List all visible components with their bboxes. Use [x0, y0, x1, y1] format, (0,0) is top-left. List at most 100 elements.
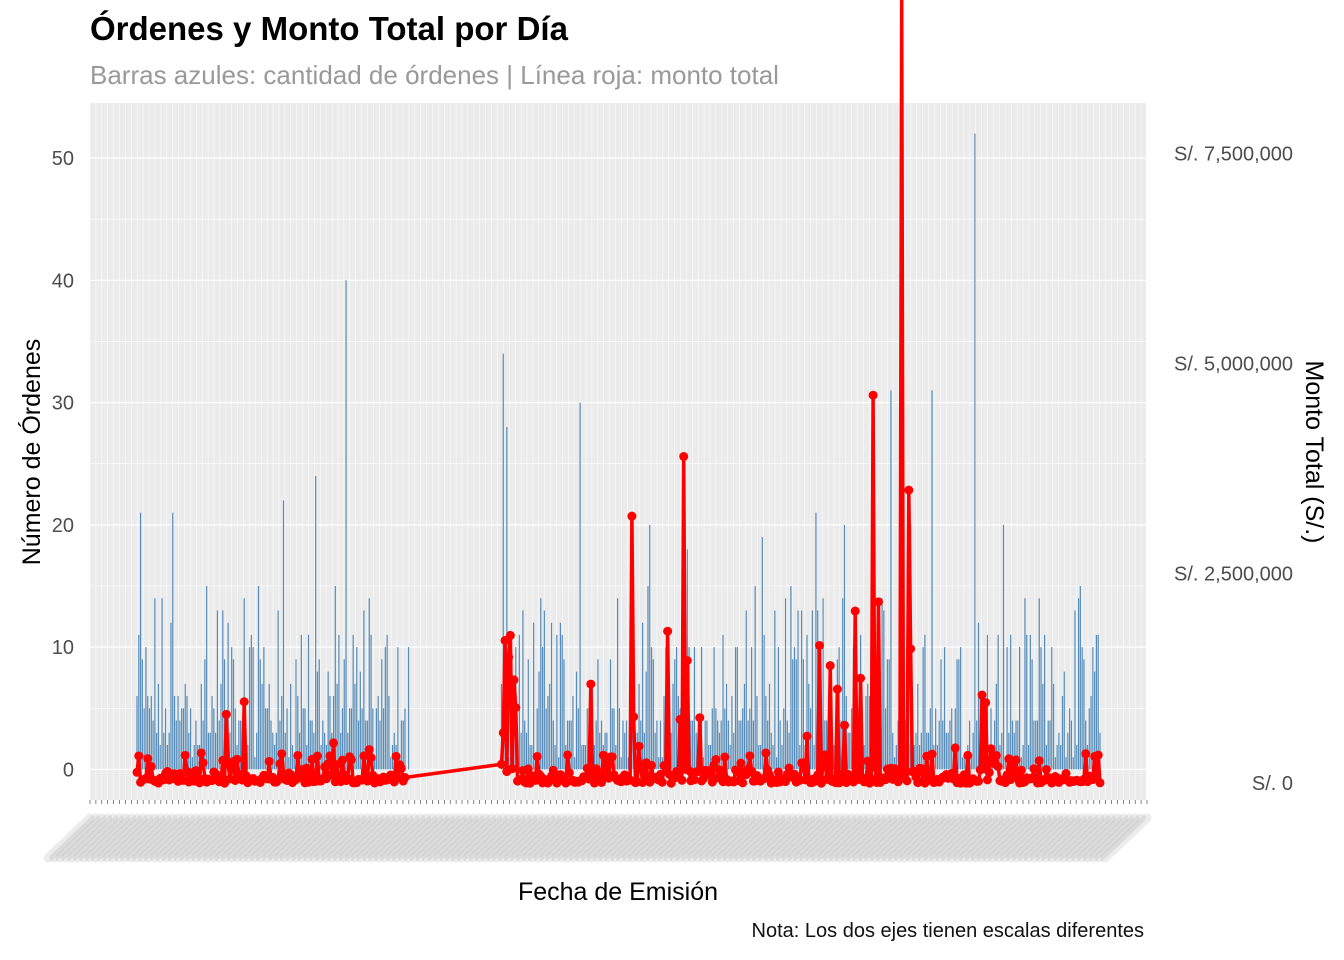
line-point — [264, 756, 274, 766]
line-point — [981, 698, 991, 708]
bar — [645, 671, 647, 770]
x-tick-label-mark — [580, 813, 632, 863]
line-point — [532, 751, 542, 761]
bar — [343, 659, 345, 770]
bar — [191, 757, 193, 770]
bar — [363, 610, 365, 770]
x-tick-label-mark — [332, 813, 384, 863]
bar — [643, 732, 646, 770]
bar — [802, 659, 805, 770]
x-tick-label-mark — [628, 813, 680, 863]
bar — [995, 683, 997, 770]
bar — [704, 720, 706, 770]
line-point — [679, 452, 689, 462]
bar — [797, 610, 799, 770]
x-tick-label-mark — [61, 813, 113, 863]
x-tick-label-mark — [663, 813, 715, 863]
bar — [375, 708, 378, 770]
bar — [388, 696, 390, 770]
x-tick-label-mark — [456, 813, 508, 863]
x-tick-label-mark — [214, 813, 266, 863]
line-point — [346, 755, 356, 765]
x-tick-label-mark — [828, 813, 880, 863]
line-point — [359, 751, 369, 761]
bar — [327, 671, 329, 770]
bar — [291, 744, 294, 770]
bar — [384, 647, 386, 770]
line-point — [1061, 769, 1071, 779]
bar — [365, 720, 367, 770]
bar — [904, 720, 906, 770]
bar — [1033, 720, 1035, 770]
bar — [215, 732, 217, 770]
x-tick-label-mark — [137, 813, 189, 863]
bar — [368, 598, 370, 770]
line-point — [977, 690, 987, 700]
bar — [332, 696, 335, 770]
bar — [742, 708, 744, 770]
x-tick-label-mark — [911, 813, 963, 863]
bar — [702, 757, 704, 770]
line-point — [227, 765, 237, 775]
bar — [1013, 732, 1015, 770]
bar — [545, 708, 547, 770]
bar — [407, 647, 410, 770]
x-tick-label-mark — [509, 813, 561, 863]
bar — [675, 647, 678, 770]
bar — [1049, 720, 1051, 770]
bar — [942, 720, 944, 770]
x-tick-label-mark — [498, 813, 550, 863]
y2-tick-label: S/. 0 — [1252, 773, 1293, 795]
x-tick-label-mark — [970, 813, 1022, 863]
bar — [1044, 634, 1046, 770]
x-tick-label-mark — [1065, 813, 1117, 863]
bar — [157, 683, 160, 770]
bar — [711, 708, 713, 770]
line-point — [868, 390, 878, 400]
line-point — [657, 777, 667, 787]
line-point — [312, 751, 322, 761]
x-tick-label-mark — [893, 813, 945, 863]
bar — [290, 683, 292, 770]
bar — [1063, 671, 1065, 770]
bar — [234, 708, 236, 770]
bar — [718, 732, 721, 770]
bar — [1052, 683, 1055, 770]
x-tick-label-mark — [563, 813, 615, 863]
x-tick-label-mark — [698, 813, 750, 863]
bar — [1011, 720, 1014, 770]
x-tick-label-mark — [126, 813, 178, 863]
line-point — [607, 752, 617, 762]
bar — [386, 634, 388, 770]
line-point — [302, 763, 312, 773]
line-point — [720, 752, 730, 762]
bar — [338, 634, 340, 770]
x-tick-label-mark — [887, 813, 939, 863]
x-tick-label-mark — [598, 813, 650, 863]
bar — [1083, 659, 1085, 770]
x-tick-label-mark — [958, 813, 1010, 863]
bar — [1056, 744, 1058, 770]
x-tick-label-mark — [226, 813, 278, 863]
x-tick-label-mark — [669, 813, 721, 863]
bar — [1036, 720, 1039, 770]
x-tick-label-mark — [634, 813, 686, 863]
bar — [347, 732, 349, 770]
bar — [345, 280, 347, 770]
line-point — [629, 712, 639, 722]
bar — [1020, 757, 1022, 770]
x-tick-label-mark — [90, 813, 142, 863]
bar — [318, 659, 320, 770]
bar — [211, 696, 213, 770]
line-point — [984, 768, 994, 778]
line-point — [677, 775, 687, 785]
line-point — [362, 776, 372, 786]
bar — [913, 744, 915, 770]
x-tick-label-mark — [545, 813, 597, 863]
bar — [1095, 634, 1098, 770]
x-tick-label-mark — [96, 813, 148, 863]
x-tick-label-mark — [439, 813, 491, 863]
bar — [801, 610, 803, 770]
bar — [638, 683, 640, 770]
line-point — [798, 758, 808, 768]
